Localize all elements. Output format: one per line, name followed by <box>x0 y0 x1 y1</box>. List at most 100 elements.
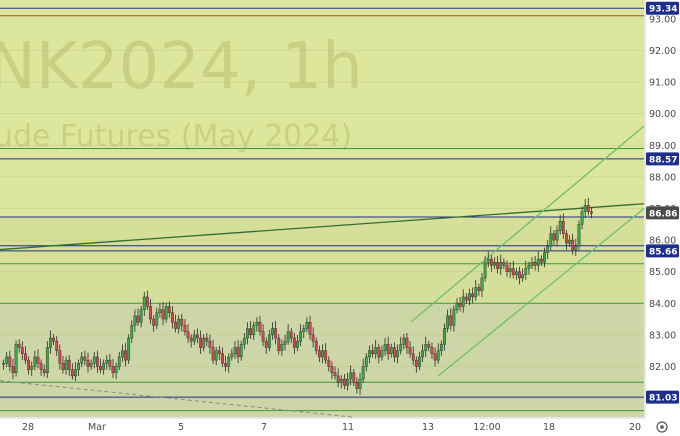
candle-body-160 <box>502 262 506 266</box>
candle-body-115 <box>361 366 365 380</box>
candle-body-3 <box>11 366 15 373</box>
candle-body-171 <box>536 258 540 266</box>
candle-body-108 <box>339 378 343 383</box>
candle-body-59 <box>186 331 190 339</box>
candle-body-34 <box>108 359 112 367</box>
candle-body-49 <box>155 312 159 326</box>
candle-body-35 <box>111 366 115 373</box>
candle-body-95 <box>299 331 303 342</box>
candle-body-61 <box>192 334 196 342</box>
candle-body-0 <box>2 363 5 365</box>
candle-body-126 <box>396 350 399 358</box>
candle-body-121 <box>380 350 384 358</box>
x-tick-label-2: 5 <box>178 422 184 433</box>
candle-body-1 <box>5 356 9 364</box>
candle-body-151 <box>474 287 478 298</box>
candle-body-91 <box>286 331 290 342</box>
candle-body-133 <box>418 356 421 367</box>
candle-body-131 <box>411 353 415 361</box>
candle-body-173 <box>543 252 546 263</box>
candle-body-118 <box>371 350 374 355</box>
candle-body-101 <box>317 350 321 358</box>
y-tick-label-5: 86.00 <box>649 236 676 247</box>
candle-body-138 <box>433 353 437 361</box>
candle-body-132 <box>414 359 418 367</box>
candle-body-52 <box>164 306 168 320</box>
candle-body-120 <box>377 347 381 358</box>
candle-body-156 <box>489 258 493 266</box>
candle-body-122 <box>383 344 387 351</box>
candle-body-180 <box>565 233 568 244</box>
candle-body-12 <box>39 363 43 370</box>
candle-body-81 <box>255 322 259 326</box>
candle-body-117 <box>368 350 371 358</box>
candle-body-140 <box>439 344 443 351</box>
candle-body-22 <box>70 369 74 377</box>
candle-body-11 <box>36 356 40 364</box>
candle-body-68 <box>214 350 218 361</box>
candle-body-175 <box>549 233 553 247</box>
candle-body-27 <box>86 359 90 367</box>
candle-body-135 <box>424 344 428 351</box>
candle-body-65 <box>205 337 209 342</box>
candle-body-15 <box>49 337 52 348</box>
candle-body-42 <box>133 315 137 326</box>
x-tick-label-1: Mar <box>88 422 106 433</box>
candle-body-166 <box>521 274 525 279</box>
candle-body-100 <box>314 340 318 351</box>
candle-body-183 <box>574 246 578 250</box>
candle-body-92 <box>289 331 293 339</box>
candle-body-187 <box>586 205 590 212</box>
candle-body-163 <box>511 268 515 276</box>
candle-body-39 <box>124 350 127 361</box>
candle-body-102 <box>321 350 324 358</box>
candle-body-56 <box>177 318 181 329</box>
settings-gear-icon[interactable] <box>656 421 668 433</box>
candle-body-60 <box>189 337 193 342</box>
candle-body-147 <box>461 296 465 307</box>
candle-body-20 <box>64 359 68 370</box>
candle-body-148 <box>464 296 468 301</box>
candle-body-139 <box>436 350 440 361</box>
candle-body-152 <box>477 287 481 291</box>
candle-body-124 <box>389 347 393 355</box>
candle-body-186 <box>583 205 587 212</box>
price-tag-label-1: 88.57 <box>649 155 677 165</box>
candle-body-36 <box>114 366 118 373</box>
candle-body-111 <box>349 372 353 380</box>
candle-body-6 <box>20 347 24 355</box>
candle-body-9 <box>30 366 34 370</box>
y-tick-label-12: 93.00 <box>649 14 676 25</box>
candle-body-158 <box>496 262 500 269</box>
price-tag-3 <box>646 244 679 258</box>
candle-body-76 <box>239 344 243 358</box>
y-tick-label-4: 85.00 <box>649 267 676 278</box>
x-tick-label-7: 18 <box>543 422 555 433</box>
candle-body-40 <box>127 337 131 361</box>
candle-body-24 <box>77 363 81 370</box>
candle-body-71 <box>224 363 227 367</box>
candle-body-93 <box>292 337 296 348</box>
time-axis <box>0 418 680 436</box>
candle-body-105 <box>330 366 334 373</box>
candle-body-75 <box>236 347 240 358</box>
candle-body-37 <box>117 356 121 367</box>
x-tick-label-4: 11 <box>342 422 354 433</box>
candle-body-26 <box>83 356 87 361</box>
candle-body-43 <box>136 315 140 323</box>
y-tick-label-3: 84.00 <box>649 299 676 310</box>
candle-body-104 <box>327 359 331 367</box>
candle-body-85 <box>267 334 271 348</box>
candle-body-21 <box>67 359 71 370</box>
candle-body-127 <box>399 344 403 351</box>
x-tick-label-3: 7 <box>261 422 267 433</box>
candle-body-137 <box>430 347 434 355</box>
candle-body-28 <box>89 363 93 367</box>
candle-body-169 <box>530 262 534 266</box>
candle-body-181 <box>568 239 571 244</box>
price-tag-label-2: 86.86 <box>649 209 677 219</box>
y-tick-label-7: 88.00 <box>649 172 676 183</box>
x-tick-label-6: 12:00 <box>473 422 500 433</box>
candle-body-177 <box>555 230 559 241</box>
candle-body-136 <box>427 344 431 348</box>
